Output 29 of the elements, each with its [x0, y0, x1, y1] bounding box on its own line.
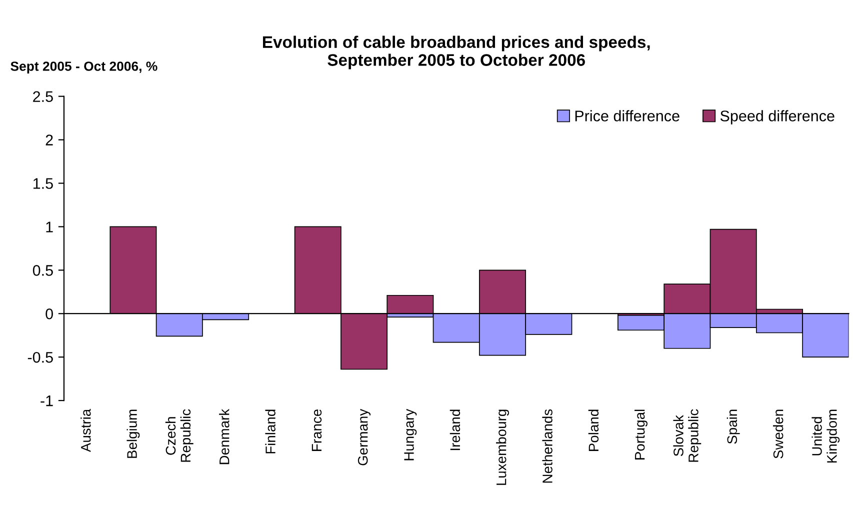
x-tick-label: Slovak Republic — [673, 409, 702, 462]
x-tick-label: Austria — [80, 408, 91, 452]
y-tick-label: 0.5 — [32, 265, 53, 276]
y-tick-label: -1 — [40, 396, 53, 406]
x-tick-label: Hungary — [404, 408, 417, 460]
x-tick-label: Belgium — [126, 410, 140, 458]
x-tick-label: Denmark — [219, 408, 230, 464]
y-tick-label: -0.5 — [28, 352, 53, 363]
y-tick-label: 1.5 — [33, 178, 53, 189]
x-tick-label: Ireland — [450, 410, 460, 450]
x-tick-label: United Kingdom — [812, 410, 840, 463]
legend-label: Price difference — [575, 110, 680, 122]
x-tick-label: France — [312, 409, 322, 451]
x-tick-label: Portugal — [634, 410, 648, 460]
x-tick-label: Luxembourg — [496, 410, 509, 485]
y-tick-label: 2 — [46, 134, 53, 146]
x-tick-label: Finland — [265, 410, 276, 454]
x-tick-label: Czech Republic — [165, 409, 194, 462]
y-tick-label: 0 — [46, 308, 53, 320]
y-axis-title: Sept 2005 - Oct 2006, % — [10, 62, 158, 74]
y-tick-label: 1 — [46, 222, 53, 232]
chart-title: Evolution of cable broadband prices and speeds, September 2005 to October 2006 — [263, 36, 650, 70]
x-tick-label: Spain — [726, 410, 740, 444]
x-tick-label: Poland — [588, 410, 599, 451]
x-tick-label: Netherlands — [542, 409, 552, 483]
y-tick-label: 2.5 — [33, 91, 53, 102]
legend-label: Speed difference — [720, 110, 834, 124]
x-tick-label: Germany — [358, 408, 371, 466]
x-tick-label: Sweden — [773, 410, 784, 458]
